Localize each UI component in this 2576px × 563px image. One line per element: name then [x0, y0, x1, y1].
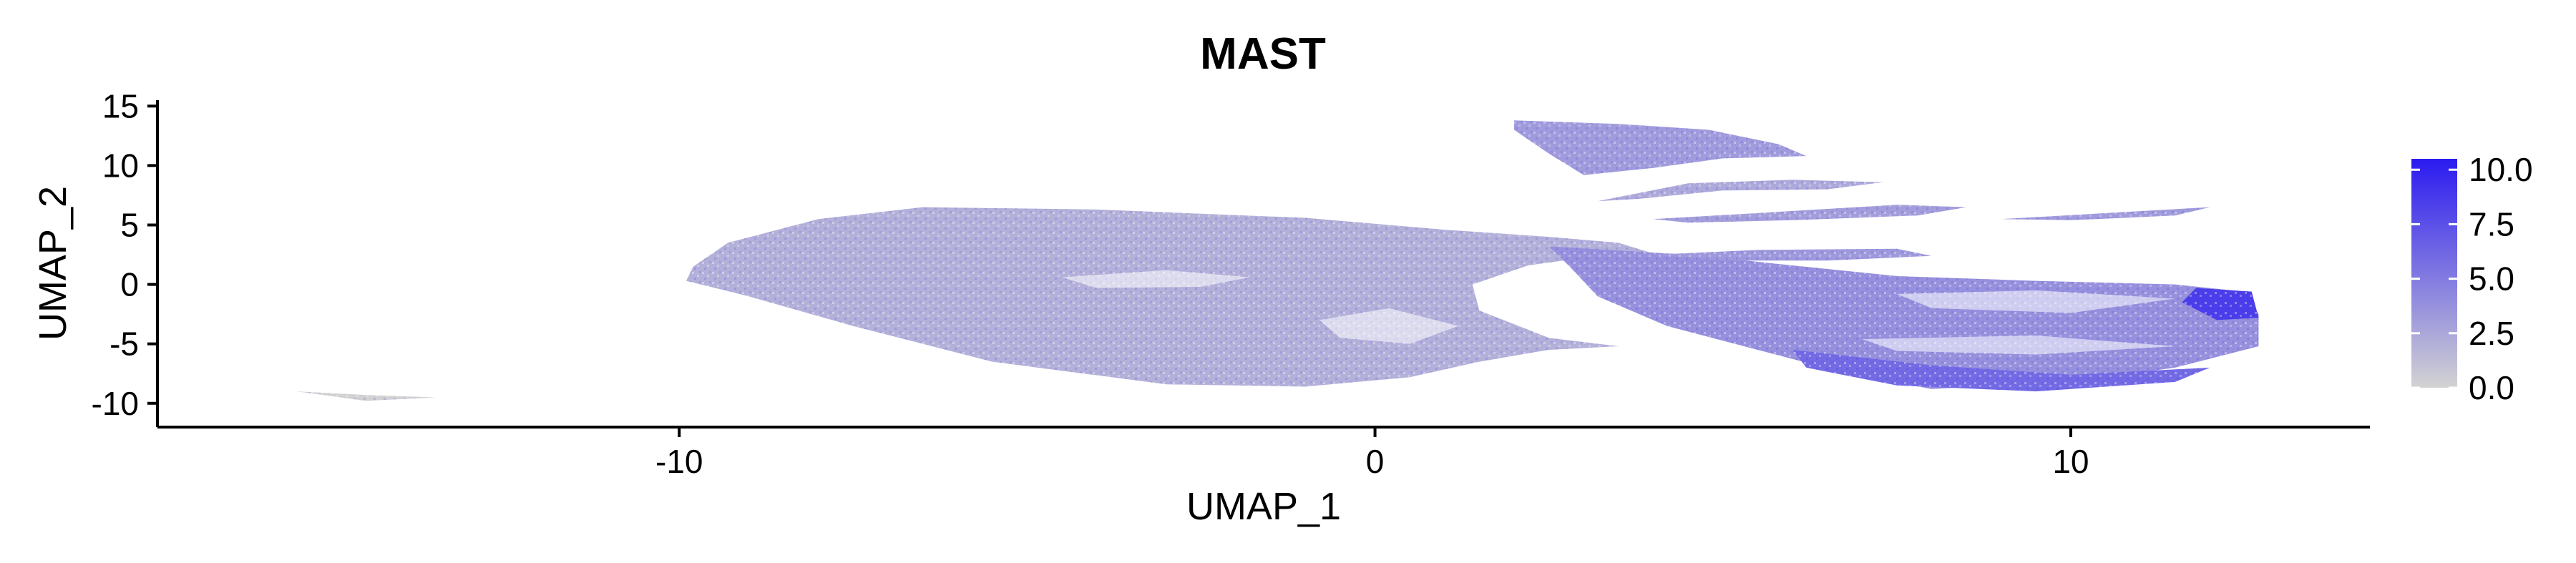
color-legend: 10.0 7.5 5.0 2.5 0.0 — [2411, 151, 2533, 406]
plot-area: -10 0 10 15 10 5 0 -5 -10 — [92, 87, 2370, 480]
cavity-right-lobe-upper — [1896, 290, 2175, 313]
cell-region-texture-bottom-left-arc — [296, 391, 436, 401]
legend-tick-label: 10.0 — [2469, 151, 2533, 188]
cell-region-texture-main-body — [686, 207, 1654, 387]
x-axis-ticks: -10 0 10 — [655, 427, 2089, 480]
cell-region-texture-right-lobe-highlight — [2182, 288, 2259, 320]
x-tick-label: -10 — [655, 443, 703, 480]
legend-colorbar — [2411, 159, 2457, 388]
y-tick-label: 10 — [102, 147, 139, 184]
x-tick-label: 10 — [2052, 443, 2089, 480]
cavity-center-left — [1062, 270, 1250, 288]
empty-cavities — [1062, 270, 2175, 355]
cell-region-texture-right-lobe-lower-band — [1792, 350, 2210, 392]
y-tick-label: 15 — [102, 87, 139, 124]
legend-tick-label: 2.5 — [2469, 315, 2514, 352]
legend-tick-label: 0.0 — [2469, 369, 2514, 406]
legend-ticks: 10.0 7.5 5.0 2.5 0.0 — [2411, 151, 2533, 406]
cell-region-texture-top-cluster — [1514, 120, 1807, 175]
y-axis-label: UMAP_2 — [31, 186, 74, 341]
legend-tick-label: 5.0 — [2469, 260, 2514, 298]
cell-region-texture-lower-streak — [1653, 248, 1932, 261]
x-tick-label: 0 — [1366, 443, 1385, 480]
cell-region-texture-middle-streak — [1653, 205, 1967, 223]
y-tick-label: -5 — [109, 325, 139, 363]
legend-tick-label: 7.5 — [2469, 205, 2514, 243]
y-tick-label: 0 — [120, 266, 139, 303]
x-axis-label: UMAP_1 — [1186, 485, 1341, 528]
cell-region-texture-right-lobe — [1548, 246, 2259, 389]
cavity-right-lobe-mid — [1862, 336, 2175, 355]
cell-region-texture-upper-streak — [1597, 180, 1883, 202]
y-axis-ticks: 15 10 5 0 -5 -10 — [92, 87, 157, 422]
cavity-lower-center — [1319, 308, 1459, 344]
chart-title: MAST — [1200, 29, 1326, 79]
y-tick-label: 5 — [120, 206, 139, 243]
cell-regions — [296, 120, 2259, 401]
cell-region-texture-far-right-streak — [2001, 207, 2210, 220]
y-tick-label: -10 — [92, 385, 139, 422]
